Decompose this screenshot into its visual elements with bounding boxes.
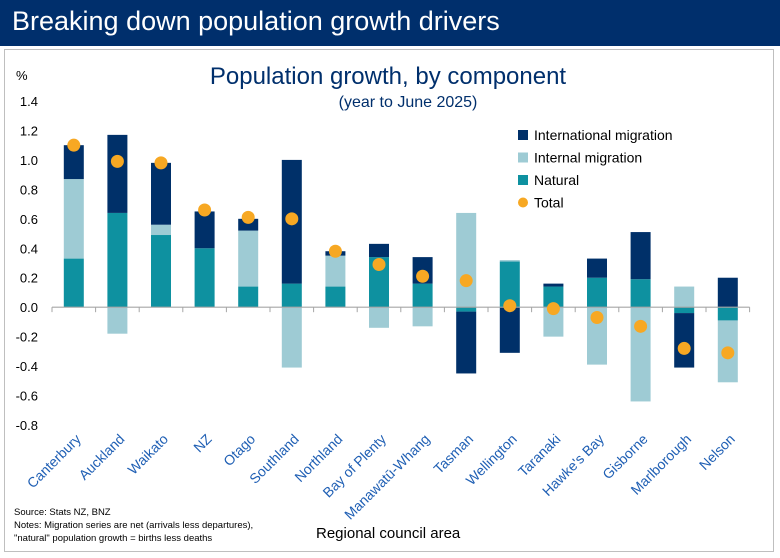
x-tick-label: Canterbury bbox=[24, 431, 84, 491]
bar-internal-migration bbox=[238, 230, 259, 287]
total-point bbox=[241, 210, 255, 224]
y-tick-label: 1.4 bbox=[20, 94, 38, 109]
total-point bbox=[677, 341, 691, 355]
bar-international-migration bbox=[238, 218, 259, 231]
total-point bbox=[459, 274, 473, 288]
bar-internal-migration bbox=[281, 307, 302, 368]
y-tick-label: 1.0 bbox=[20, 153, 38, 168]
bar-international-migration bbox=[630, 232, 651, 280]
x-tick-label: NZ bbox=[190, 430, 215, 455]
x-tick-label: Waikato bbox=[124, 431, 171, 478]
y-tick-label: -0.2 bbox=[16, 330, 38, 345]
bar-natural bbox=[151, 235, 171, 308]
notes: Source: Stats NZ, BNZ Notes: Migration s… bbox=[14, 506, 253, 545]
source-text: Source: Stats NZ, BNZ bbox=[14, 507, 111, 518]
total-point bbox=[372, 257, 386, 271]
bar-international-migration bbox=[674, 313, 695, 368]
bar-internal-migration bbox=[412, 307, 433, 327]
total-point bbox=[503, 299, 517, 313]
bar-internal-migration bbox=[499, 260, 520, 262]
bar-international-migration bbox=[456, 311, 477, 374]
total-point bbox=[328, 244, 342, 258]
bar-internal-migration bbox=[456, 212, 477, 308]
bar-internal-migration bbox=[543, 307, 564, 337]
notes-line-2: "natural" population growth = births les… bbox=[14, 533, 213, 544]
bar-natural bbox=[674, 307, 695, 314]
y-tick-label: 0.6 bbox=[20, 212, 38, 227]
bar-natural bbox=[369, 257, 389, 308]
legend-marker-internal-migration bbox=[518, 152, 528, 163]
total-point bbox=[110, 154, 124, 168]
bar-internal-migration bbox=[369, 307, 389, 328]
legend-marker-international-migration bbox=[518, 130, 528, 140]
bar-internal-migration bbox=[63, 179, 84, 259]
bar-international-migration bbox=[369, 243, 389, 258]
bar-internal-migration bbox=[107, 307, 128, 334]
legend-marker-natural bbox=[518, 175, 528, 185]
x-tick-label: Manawatū-Whang bbox=[341, 431, 433, 523]
bar-natural bbox=[412, 283, 433, 308]
bar-natural bbox=[587, 277, 607, 308]
chart-subtitle: (year to June 2025) bbox=[339, 94, 478, 111]
bar-natural bbox=[238, 286, 259, 308]
bar-internal-migration bbox=[325, 255, 346, 287]
bar-internal-migration bbox=[630, 307, 651, 402]
y-tick-label: -0.4 bbox=[16, 359, 38, 374]
total-point bbox=[721, 346, 735, 360]
header-title: Breaking down population growth drivers bbox=[12, 6, 500, 36]
legend-label: Total bbox=[534, 195, 564, 211]
bar-international-migration bbox=[717, 277, 738, 308]
bar-natural bbox=[717, 307, 738, 321]
notes-line-1: Notes: Migration series are net (arrival… bbox=[14, 520, 254, 531]
bar-international-migration bbox=[194, 211, 215, 249]
y-tick-label: 0.8 bbox=[20, 182, 38, 197]
y-axis-unit: % bbox=[16, 68, 28, 83]
total-point bbox=[634, 319, 648, 333]
bar-internal-migration bbox=[151, 224, 171, 236]
total-point bbox=[198, 203, 212, 217]
x-tick-label: Otago bbox=[220, 431, 258, 469]
bar-natural bbox=[499, 261, 520, 308]
total-point bbox=[67, 138, 81, 152]
y-tick-label: -0.6 bbox=[16, 389, 38, 404]
total-point bbox=[546, 302, 560, 316]
bar-natural bbox=[107, 212, 128, 308]
total-point bbox=[590, 310, 604, 324]
total-point bbox=[285, 212, 299, 226]
legend-label: International migration bbox=[534, 127, 673, 143]
legend-marker-total bbox=[518, 197, 528, 208]
x-tick-label: Nelson bbox=[696, 431, 738, 473]
legend-label: Internal migration bbox=[534, 150, 642, 166]
bar-international-migration bbox=[151, 162, 171, 225]
bar-natural bbox=[194, 248, 215, 308]
bar-international-migration bbox=[107, 134, 128, 213]
bar-natural bbox=[543, 286, 564, 308]
bar-international-migration bbox=[63, 145, 84, 180]
chart-frame bbox=[4, 49, 774, 552]
bar-internal-migration bbox=[674, 286, 695, 308]
y-tick-label: 0.0 bbox=[20, 300, 38, 315]
legend-label: Natural bbox=[534, 172, 579, 188]
y-tick-label: 1.2 bbox=[20, 123, 38, 138]
bar-natural bbox=[63, 258, 84, 308]
header-bar: Breaking down population growth drivers bbox=[0, 0, 780, 46]
x-axis-label: Regional council area bbox=[316, 525, 461, 542]
bar-international-migration bbox=[543, 283, 564, 287]
x-tick-label: Auckland bbox=[75, 431, 127, 483]
bar-international-migration bbox=[587, 258, 607, 278]
chart-title: Population growth, by component bbox=[210, 63, 567, 90]
bar-natural bbox=[325, 286, 346, 308]
bar-natural bbox=[281, 283, 302, 308]
y-tick-label: 0.4 bbox=[20, 241, 38, 256]
y-tick-label: -0.8 bbox=[16, 418, 38, 433]
total-point bbox=[154, 156, 168, 170]
bar-natural bbox=[456, 307, 477, 312]
total-point bbox=[416, 269, 430, 283]
bar-natural bbox=[630, 279, 651, 308]
y-tick-label: 0.2 bbox=[20, 271, 38, 286]
bar-international-migration bbox=[499, 307, 520, 353]
